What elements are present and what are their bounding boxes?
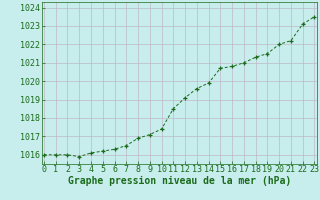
- X-axis label: Graphe pression niveau de la mer (hPa): Graphe pression niveau de la mer (hPa): [68, 176, 291, 186]
